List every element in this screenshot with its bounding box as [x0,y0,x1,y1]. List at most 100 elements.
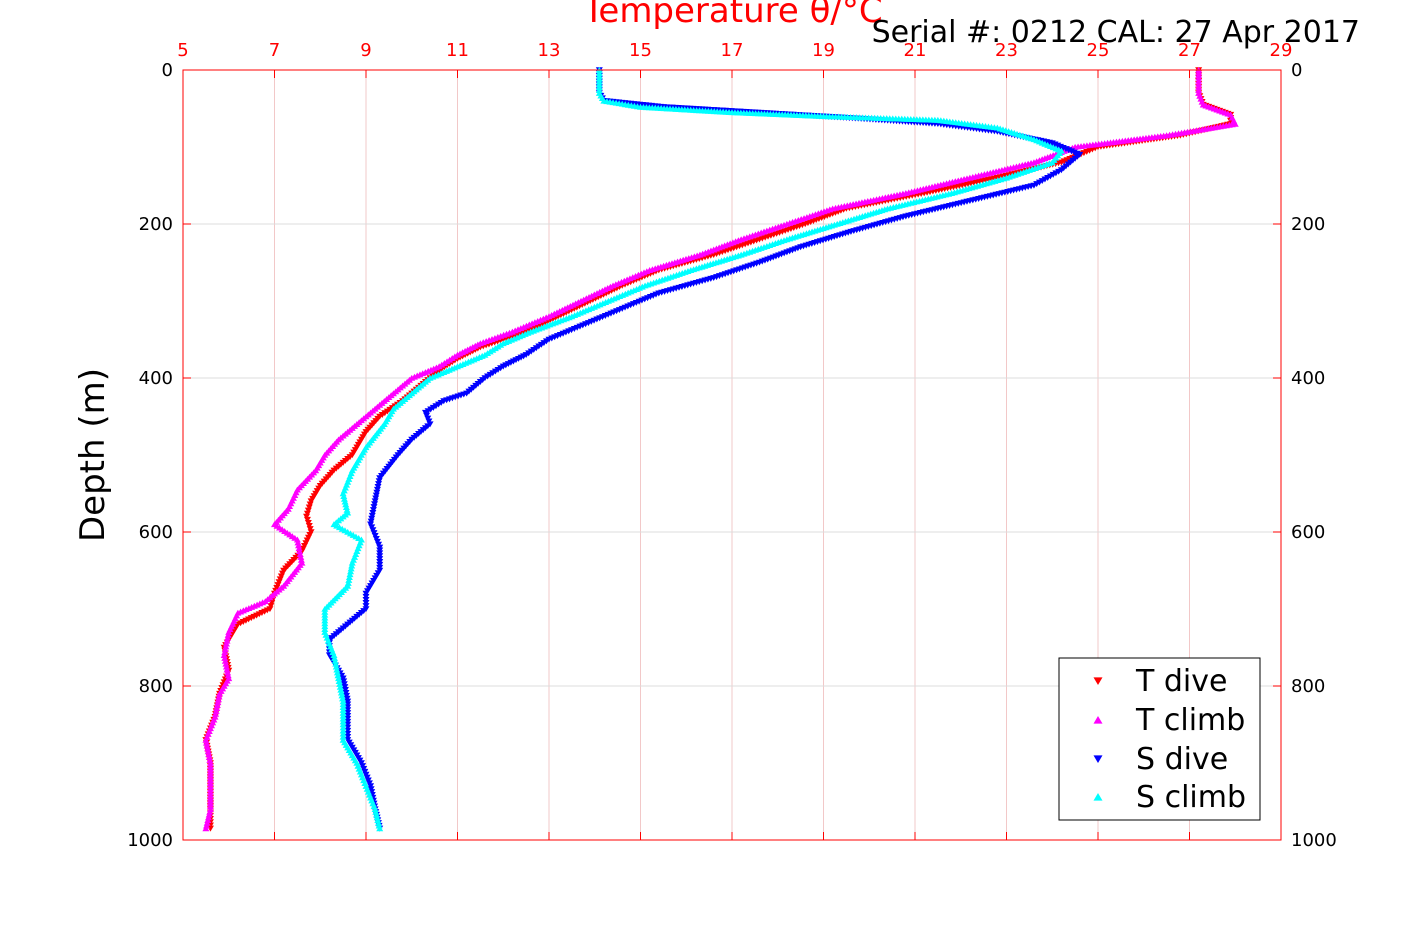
x-tick-label: 9 [360,40,371,61]
y-axis-label: Depth (m) [73,368,113,542]
data-point [216,690,224,697]
y-tick-label-right: 1000 [1291,830,1337,851]
data-point [1055,168,1063,175]
data-point [1195,83,1203,90]
data-point [339,727,347,734]
data-point [222,663,230,670]
data-point [336,680,344,687]
data-point [221,657,229,664]
data-point [205,751,213,758]
data-point [376,825,384,832]
data-point [1033,181,1041,188]
data-point [335,678,343,684]
y-tick-label-right: 0 [1291,60,1302,81]
data-point [340,495,348,502]
data-point [1035,179,1043,186]
data-point [203,819,211,826]
data-point [202,736,210,743]
data-point [212,710,220,717]
legend-label: S dive [1136,742,1228,777]
data-point [307,498,315,505]
data-point [206,756,214,763]
data-point [347,568,355,575]
data-point [205,811,213,818]
y-tick-label-left: 200 [139,214,173,235]
series-t-climb [202,66,1239,832]
data-point [347,565,355,572]
x-tick-label: 25 [1087,40,1110,61]
data-point [203,822,211,829]
data-point [362,590,370,597]
data-point [346,571,354,578]
data-point [295,542,303,549]
data-point [297,553,305,560]
data-point [332,660,340,667]
data-point [296,550,304,557]
data-point [205,754,213,761]
data-point [333,669,341,676]
data-point [374,819,382,826]
data-point [214,696,222,703]
data-point [223,637,231,644]
y-tick-label-left: 800 [139,676,173,697]
data-point [213,704,221,711]
x-tick-label: 15 [629,40,652,61]
data-point [204,814,212,821]
data-point [305,523,313,529]
data-point [222,640,230,647]
data-point [204,817,212,823]
data-point [295,545,303,552]
data-point [223,666,231,673]
data-point [371,806,379,812]
x-tick-label: 5 [177,40,188,61]
data-point [293,536,301,543]
data-point [222,660,230,667]
y-tick-label-left: 600 [139,522,173,543]
data-point [206,806,214,812]
data-point [304,519,312,526]
data-point [222,643,230,650]
data-point [304,507,312,514]
chart-title: Temperature θ/°C [582,0,882,31]
y-tick-label-left: 400 [139,368,173,389]
data-point [1195,74,1203,81]
x-tick-label: 17 [721,40,744,61]
data-point [331,654,339,661]
y-tick-label-left: 1000 [127,830,173,851]
data-point [1049,171,1057,178]
data-point [212,707,220,714]
data-point [215,693,223,700]
data-point [204,745,212,752]
y-tick-label-left: 0 [162,60,173,81]
data-point [294,539,302,546]
x-tick-label: 27 [1178,40,1201,61]
data-point [340,493,348,500]
data-point [345,574,353,581]
data-point [372,811,380,818]
data-point [296,548,304,555]
data-point [224,669,232,676]
data-point [374,817,382,823]
data-point [348,562,356,569]
chart-subtitle: Serial #: 0212 CAL: 27 Apr 2017 [872,15,1360,50]
data-point [224,634,232,641]
data-point [224,631,232,638]
data-point [214,699,222,706]
legend-label: T dive [1135,664,1227,699]
data-point [1195,86,1203,93]
x-tick-label: 21 [904,40,927,61]
data-point [333,666,341,673]
series-s-climb [321,66,1065,832]
data-point [225,628,233,635]
data-point [339,490,347,497]
data-point [362,600,370,606]
data-point [306,526,314,533]
x-tick-label: 19 [812,40,835,61]
data-point [1044,175,1052,181]
legend-marker [1093,755,1103,764]
data-point [332,663,340,670]
data-point [336,683,344,690]
